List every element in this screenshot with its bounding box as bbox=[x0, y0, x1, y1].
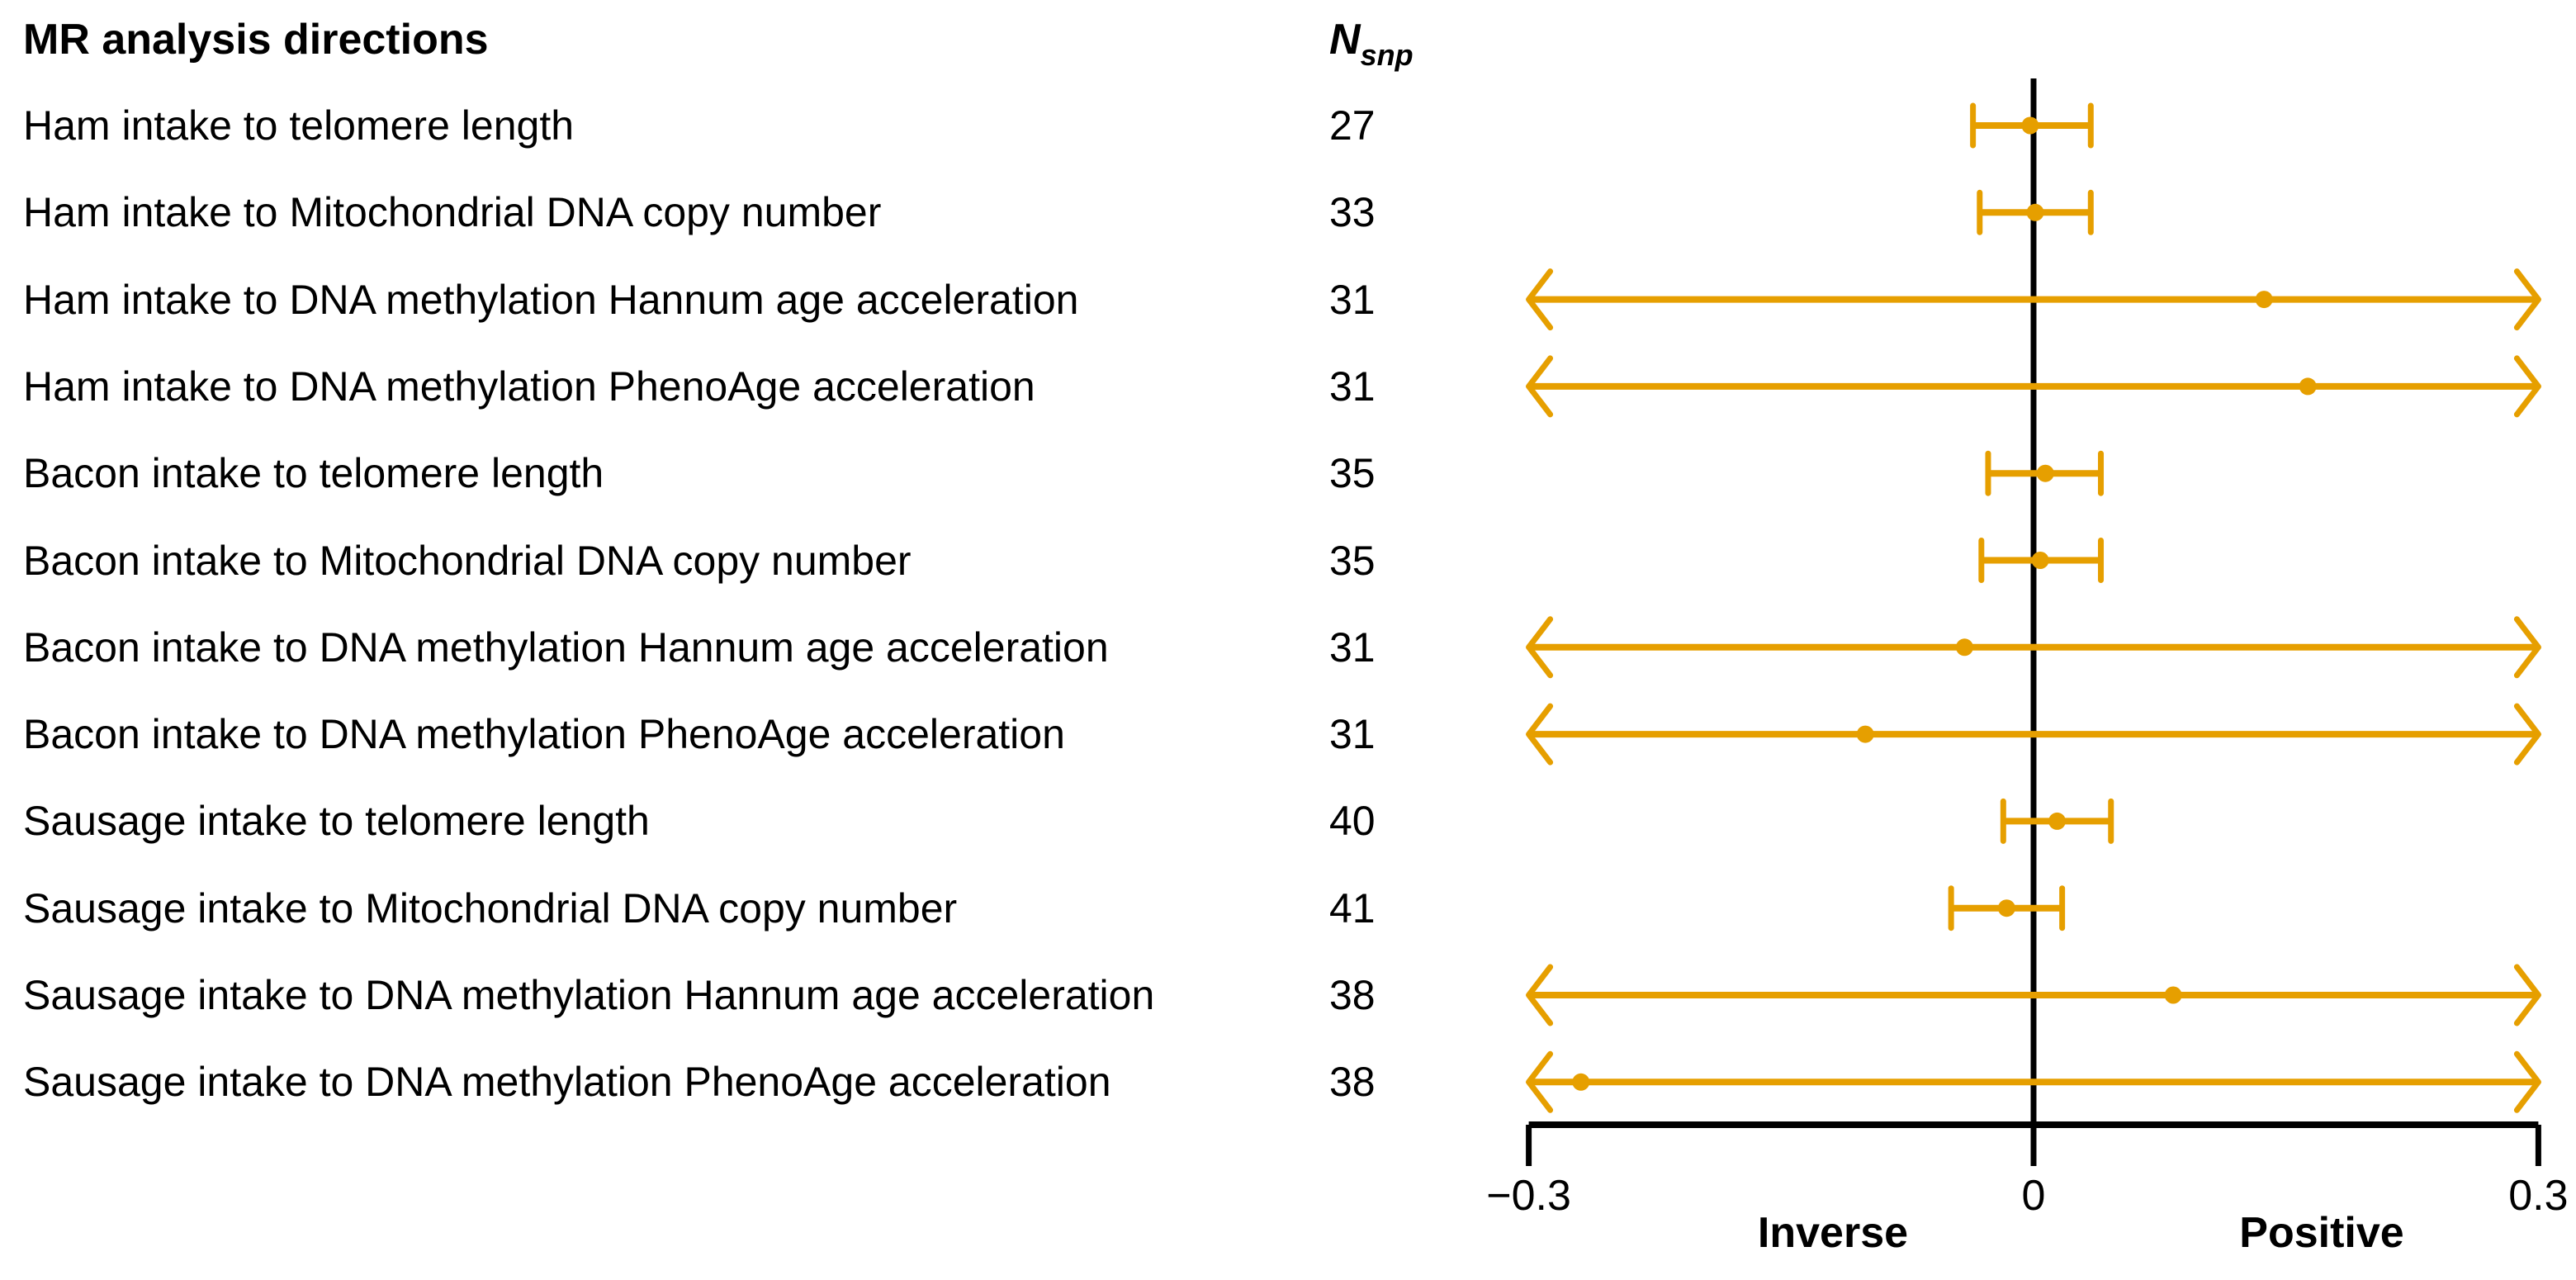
row-label: Ham intake to Mitochondrial DNA copy num… bbox=[23, 189, 882, 236]
nsnp-value: 27 bbox=[1329, 102, 1376, 149]
point-estimate bbox=[2048, 812, 2067, 830]
row-label: Ham intake to DNA methylation PhenoAge a… bbox=[23, 363, 1035, 410]
error-bar-row bbox=[1526, 268, 2541, 331]
left-arrowhead bbox=[1526, 616, 1554, 679]
axis-tick-label: 0.3 bbox=[2508, 1172, 2568, 1220]
row-label: Bacon intake to DNA methylation Hannum a… bbox=[23, 623, 1109, 671]
point-estimate bbox=[2021, 116, 2039, 135]
right-arrowhead bbox=[2513, 964, 2541, 1026]
point-estimate bbox=[1572, 1073, 1590, 1091]
axis-tick-label: 0 bbox=[2022, 1172, 2046, 1220]
error-bar-row bbox=[1526, 355, 2541, 418]
left-arrowhead bbox=[1526, 964, 1554, 1026]
nsnp-value: 31 bbox=[1329, 276, 1376, 323]
nsnp-value: 33 bbox=[1329, 189, 1376, 236]
row-label: Sausage intake to DNA methylation PhenoA… bbox=[23, 1059, 1111, 1106]
error-bar-row bbox=[1985, 450, 2105, 496]
point-estimate bbox=[2255, 291, 2273, 309]
nsnp-value: 38 bbox=[1329, 1059, 1376, 1106]
point-estimate bbox=[1997, 899, 2015, 917]
error-bar-row bbox=[1526, 616, 2541, 679]
nsnp-value: 31 bbox=[1329, 363, 1376, 410]
error-bar-row bbox=[1948, 885, 2066, 932]
left-arrowhead bbox=[1526, 268, 1554, 331]
error-bar-row bbox=[1978, 538, 2105, 583]
point-estimate bbox=[2036, 464, 2054, 482]
right-arrowhead bbox=[2513, 268, 2541, 331]
nsnp-column-header: Nsnp bbox=[1329, 18, 1413, 70]
nsnp-value: 38 bbox=[1329, 972, 1376, 1018]
point-estimate bbox=[2026, 203, 2044, 221]
right-arrowhead bbox=[2513, 355, 2541, 418]
nsnp-value: 31 bbox=[1329, 711, 1376, 758]
error-bar-row bbox=[2000, 798, 2114, 844]
row-label: Ham intake to DNA methylation Hannum age… bbox=[23, 276, 1079, 323]
row-label: Sausage intake to Mitochondrial DNA copy… bbox=[23, 884, 958, 932]
row-label: Bacon intake to Mitochondrial DNA copy n… bbox=[23, 537, 912, 584]
point-estimate bbox=[1856, 725, 1874, 743]
axis-direction-label-inverse: Inverse bbox=[1758, 1209, 1908, 1257]
row-label: Bacon intake to DNA methylation PhenoAge… bbox=[23, 711, 1065, 758]
row-label: Sausage intake to DNA methylation Hannum… bbox=[23, 972, 1155, 1018]
left-arrowhead bbox=[1526, 355, 1554, 418]
nsnp-value: 31 bbox=[1329, 623, 1376, 671]
nsnp-value: 35 bbox=[1329, 537, 1376, 584]
nsnp-value: 40 bbox=[1329, 798, 1376, 845]
axis-tick-label: −0.3 bbox=[1486, 1172, 1571, 1220]
left-arrowhead bbox=[1526, 703, 1554, 766]
error-bar-row bbox=[1970, 102, 2094, 149]
error-bar-row bbox=[1526, 1050, 2541, 1113]
right-arrowhead bbox=[2513, 1050, 2541, 1113]
nsnp-value: 41 bbox=[1329, 884, 1376, 932]
row-label: Bacon intake to telomere length bbox=[23, 450, 604, 497]
right-arrowhead bbox=[2513, 703, 2541, 766]
axis-direction-label-positive: Positive bbox=[2239, 1209, 2403, 1257]
row-label: Sausage intake to telomere length bbox=[23, 798, 650, 845]
point-estimate bbox=[1955, 638, 1973, 657]
point-estimate bbox=[2299, 377, 2317, 396]
row-label: Ham intake to telomere length bbox=[23, 102, 575, 149]
left-arrowhead bbox=[1526, 1050, 1554, 1113]
nsnp-value: 35 bbox=[1329, 450, 1376, 497]
point-estimate bbox=[2031, 552, 2049, 569]
error-bar-row bbox=[1977, 189, 2094, 235]
error-bar-row bbox=[1526, 964, 2541, 1026]
nsnp-header-subscript: snp bbox=[1360, 38, 1413, 72]
nsnp-header-main: N bbox=[1329, 16, 1361, 64]
error-bar-row bbox=[1526, 703, 2541, 766]
right-arrowhead bbox=[2513, 616, 2541, 679]
chart-title: MR analysis directions bbox=[23, 16, 489, 64]
point-estimate bbox=[2164, 986, 2182, 1004]
